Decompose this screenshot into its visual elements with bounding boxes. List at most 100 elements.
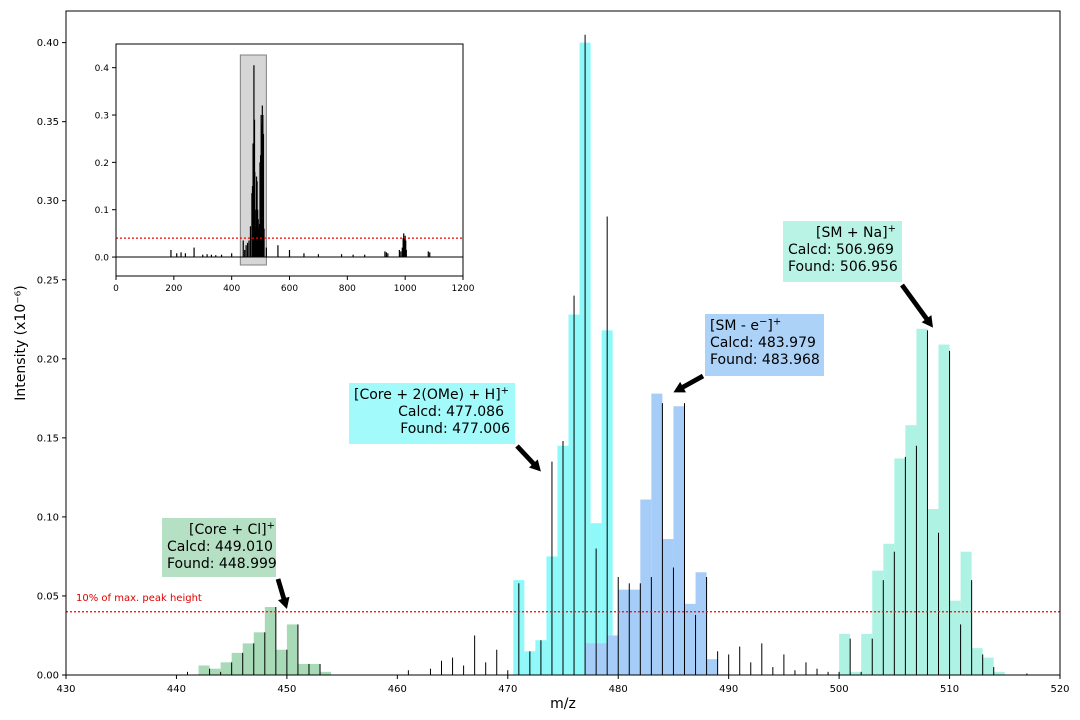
annotation-core-ome-title: [Core + 2(OMe) + H]: [354, 387, 501, 403]
y-tick-label: 0.30: [37, 196, 59, 207]
annotation-sm-e-title: [SM - e: [710, 318, 759, 334]
series-bar: [308, 663, 321, 675]
inset-x-tick-label: 1200: [452, 284, 475, 294]
series-bar: [596, 643, 608, 675]
annotation-core-cl-found: Found: 448.999: [167, 556, 277, 572]
inset-area: [116, 44, 463, 276]
series-bar: [861, 633, 873, 675]
x-axis-label: m/z: [550, 696, 576, 712]
series-bar: [231, 652, 243, 675]
series-bar: [872, 570, 884, 675]
annotation-sm-e-found: Found: 483.968: [710, 352, 820, 368]
annotation-sm-na-calcd: Calcd: 506.969: [788, 242, 894, 258]
annotation-core-ome-found: Found: 477.006: [400, 421, 510, 437]
series-bar: [264, 607, 276, 675]
y-tick-label: 0.00: [37, 671, 59, 682]
series-bar: [706, 659, 718, 675]
series-bar: [209, 668, 221, 675]
inset-x-tick-label: 400: [223, 284, 240, 294]
series-bar: [927, 509, 939, 675]
y-tick-label: 0.20: [37, 354, 59, 365]
series-bar: [198, 665, 210, 675]
x-tick-label: 470: [498, 684, 517, 695]
series-bar: [640, 499, 652, 675]
annotation-sm-na: [SM + Na]+ Calcd: 506.969 Found: 506.956: [783, 221, 902, 282]
series-bar: [607, 635, 619, 675]
series-bar: [242, 643, 254, 675]
series-bar: [883, 543, 895, 675]
annotation-sm-e-charge: +: [772, 316, 782, 328]
series-2: [585, 393, 718, 675]
series-bar: [629, 589, 641, 675]
series-bar: [297, 663, 309, 675]
series-bar: [960, 551, 972, 675]
series-bar: [684, 603, 696, 675]
y-tick-label: 0.35: [37, 117, 59, 128]
annotation-core-ome: [Core + 2(OMe) + H]+ Calcd: 477.086 Foun…: [349, 383, 515, 444]
series-bar: [585, 643, 597, 675]
series-bar: [253, 632, 265, 675]
peak-sticks: [186, 34, 1061, 675]
plot-frame: [65, 10, 1061, 676]
annotation-core-ome-charge: +: [500, 385, 510, 397]
series-bar: [993, 671, 1005, 675]
x-tick-label: 460: [388, 684, 407, 695]
y-axis-label: Intensity (x10⁻⁶): [13, 285, 29, 400]
inset-plot: 0 200 400 600 800 1000 1200 0.0 0.1 0.2 0.3 0.4: [95, 43, 475, 294]
annotation-sm-na-found: Found: 506.956: [788, 259, 898, 275]
series-bar: [695, 572, 707, 675]
x-tick-label: 480: [609, 684, 628, 695]
y-tick-label: 0.40: [37, 38, 59, 49]
series-bar: [275, 649, 287, 675]
series-bar: [982, 657, 994, 675]
y-tick-label: 0.10: [37, 512, 59, 523]
x-tick-label: 430: [56, 684, 75, 695]
inset-y-tick-label: 0.3: [95, 112, 109, 122]
series-bar: [320, 671, 332, 675]
annotation-sm-e-calcd: Calcd: 483.979: [710, 335, 816, 351]
annotation-core-cl: [Core + Cl]+ Calcd: 449.010 Found: 448.9…: [162, 518, 277, 577]
x-tick-label: 500: [830, 684, 849, 695]
inset-x-tick-label: 1000: [394, 284, 417, 294]
series-bar: [938, 344, 950, 675]
annotation-core-cl-charge: +: [266, 520, 276, 532]
annotation-sm-e: [SM - e−]+ Calcd: 483.979 Found: 483.968: [705, 314, 824, 376]
annotation-sm-e-minus: −: [759, 316, 768, 328]
x-tick-label: 520: [1050, 684, 1069, 695]
annotation-sm-na-title: [SM + Na]: [816, 225, 888, 241]
series-bar: [618, 589, 630, 675]
series-bar: [662, 539, 674, 675]
inset-y-tick-label: 0.0: [95, 254, 110, 264]
annotation-arrows: [275, 283, 933, 610]
y-tick-label: 0.15: [37, 433, 59, 444]
arrow-sm-na: [900, 283, 933, 328]
series-bar: [916, 328, 928, 675]
series-bar: [850, 671, 862, 675]
x-tick-label: 450: [277, 684, 296, 695]
x-tick-label: 510: [940, 684, 959, 695]
annotation-sm-na-charge: +: [887, 223, 896, 235]
annotation-core-ome-calcd: Calcd: 477.086: [398, 404, 504, 420]
series-bar: [949, 600, 961, 675]
reference-line-label: 10% of max. peak height: [76, 593, 202, 604]
inset-x-tick-label: 200: [165, 284, 182, 294]
series-bar: [894, 458, 906, 675]
series-bar: [673, 406, 685, 675]
series-bar: [220, 662, 232, 675]
series-3: [839, 328, 1005, 675]
series-bar: [651, 393, 663, 675]
series-bar: [971, 648, 983, 675]
arrow-core-cl: [275, 578, 290, 610]
inset-x-tick-label: 800: [339, 284, 356, 294]
arrow-core-ome: [515, 444, 541, 472]
inset-y-tick-label: 0.2: [95, 159, 109, 169]
y-tick-label: 0.25: [37, 275, 59, 286]
x-tick-label: 440: [167, 684, 186, 695]
series-0: [198, 607, 332, 675]
annotation-core-cl-calcd: Calcd: 449.010: [167, 539, 273, 555]
inset-x-tick-label: 600: [281, 284, 298, 294]
annotation-core-cl-title: [Core + Cl]: [189, 522, 267, 538]
inset-peaks: [170, 65, 431, 258]
inset-y-tick-label: 0.1: [95, 206, 109, 216]
